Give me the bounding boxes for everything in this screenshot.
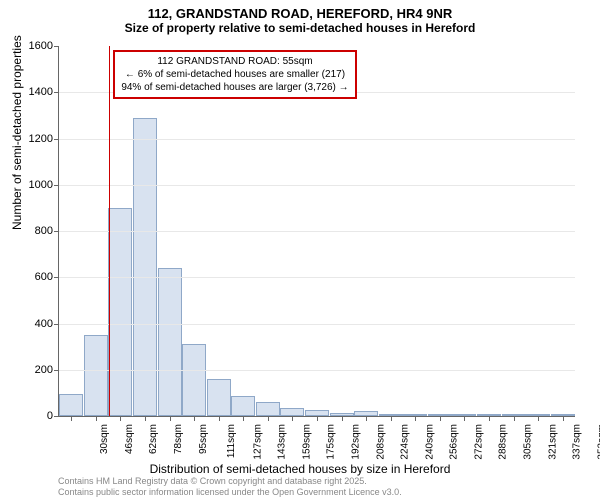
bar [231, 396, 255, 416]
chart-subtitle: Size of property relative to semi-detach… [0, 21, 600, 39]
bar [158, 268, 182, 416]
x-tick-label: 62sqm [148, 424, 159, 454]
y-tick-label: 0 [19, 410, 53, 422]
x-tick-label: 30sqm [99, 424, 110, 454]
y-tick-label: 1600 [19, 40, 53, 52]
y-tick-label: 1200 [19, 133, 53, 145]
footer-line2: Contains public sector information licen… [58, 487, 402, 498]
x-tick-label: 305sqm [523, 424, 534, 460]
x-tick-label: 288sqm [498, 424, 509, 460]
x-tick-label: 256sqm [449, 424, 460, 460]
x-tick-label: 143sqm [277, 424, 288, 460]
footer-line1: Contains HM Land Registry data © Crown c… [58, 476, 402, 487]
y-tick-label: 800 [19, 225, 53, 237]
y-tick-label: 400 [19, 318, 53, 330]
marker-line [109, 46, 110, 416]
x-tick-label: 78sqm [173, 424, 184, 454]
footer-attribution: Contains HM Land Registry data © Crown c… [58, 476, 402, 498]
annotation-box: 112 GRANDSTAND ROAD: 55sqm ← 6% of semi-… [113, 50, 356, 99]
x-tick-label: 240sqm [424, 424, 435, 460]
bar [182, 344, 206, 416]
x-tick-label: 321sqm [547, 424, 558, 460]
bar [133, 118, 157, 416]
x-tick-label: 111sqm [226, 424, 237, 458]
chart-container: 112, GRANDSTAND ROAD, HEREFORD, HR4 9NR … [0, 0, 600, 500]
bar [280, 408, 304, 416]
annotation-line2: ← 6% of semi-detached houses are smaller… [121, 68, 348, 81]
x-tick-label: 192sqm [351, 424, 362, 460]
bar [108, 208, 132, 416]
x-tick-label: 159sqm [301, 424, 312, 460]
x-tick-label: 337sqm [572, 424, 583, 460]
y-tick-label: 600 [19, 271, 53, 283]
y-tick-label: 200 [19, 364, 53, 376]
bar [59, 394, 83, 416]
x-tick-label: 175sqm [326, 424, 337, 460]
x-tick-label: 95sqm [198, 424, 209, 454]
bar [256, 402, 280, 416]
annotation-line3: 94% of semi-detached houses are larger (… [121, 81, 348, 94]
plot-area: 02004006008001000120014001600 30sqm46sqm… [58, 46, 575, 417]
annotation-line1: 112 GRANDSTAND ROAD: 55sqm [121, 55, 348, 68]
bar [84, 335, 108, 416]
x-tick-label: 46sqm [124, 424, 135, 454]
x-tick-label: 208sqm [375, 424, 386, 460]
x-tick-label: 224sqm [400, 424, 411, 460]
x-axis-label: Distribution of semi-detached houses by … [0, 462, 600, 476]
x-tick-label: 272sqm [473, 424, 484, 460]
chart-title: 112, GRANDSTAND ROAD, HEREFORD, HR4 9NR [0, 0, 600, 21]
bar [207, 379, 231, 416]
x-tick-label: 127sqm [252, 424, 263, 460]
x-tick-label: 353sqm [596, 424, 600, 460]
y-tick-label: 1000 [19, 179, 53, 191]
y-tick-label: 1400 [19, 86, 53, 98]
